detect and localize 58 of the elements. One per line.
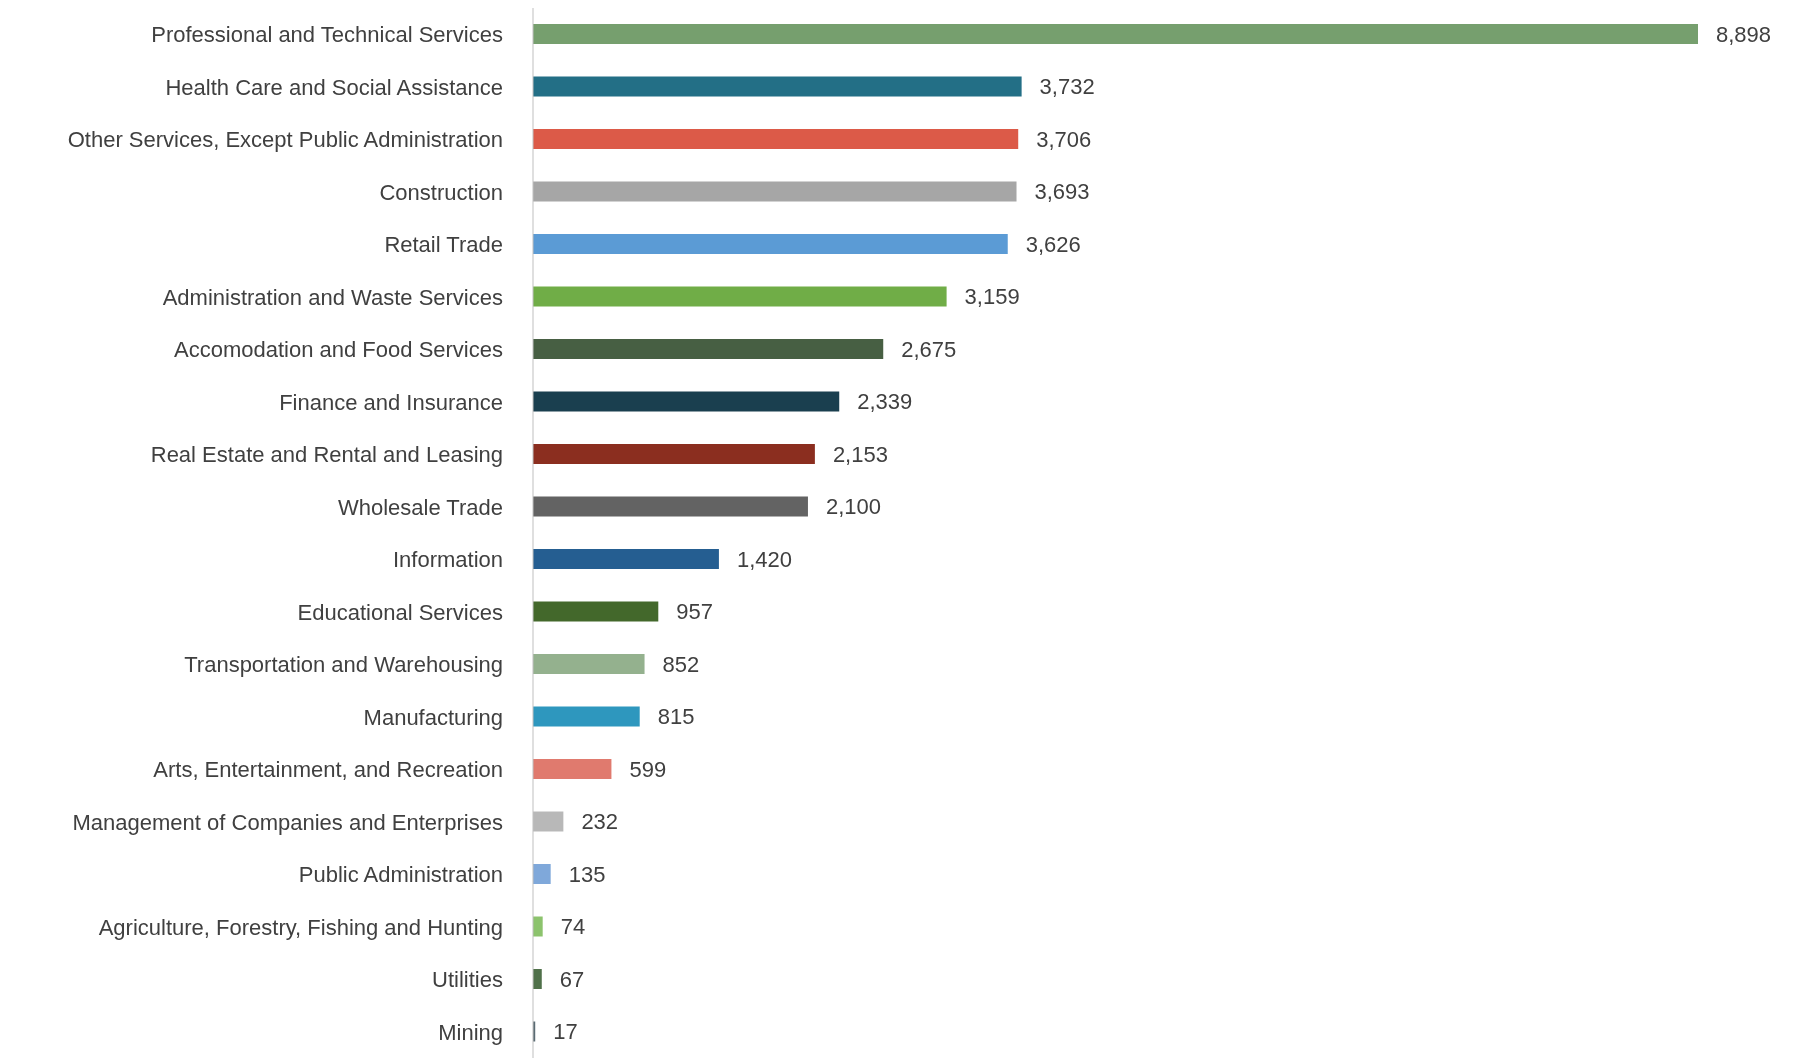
y-tick-label: Retail Trade <box>384 232 503 258</box>
data-label: 3,732 <box>1039 74 1095 100</box>
data-label: 3,706 <box>1036 126 1092 152</box>
bar <box>533 129 1019 149</box>
bar <box>533 706 640 727</box>
data-label: 3,693 <box>1034 179 1090 205</box>
bar <box>533 549 719 569</box>
bar <box>533 496 808 517</box>
bar <box>533 916 543 937</box>
bar <box>533 286 947 307</box>
bar <box>533 181 1017 202</box>
y-tick-label: Management of Companies and Enterprises <box>72 809 503 835</box>
bar <box>533 601 659 622</box>
data-label: 74 <box>560 914 586 940</box>
y-tick-label: Health Care and Social Assistance <box>165 74 503 100</box>
data-label: 2,339 <box>857 389 913 415</box>
data-label: 2,153 <box>832 441 888 467</box>
y-tick-label: Real Estate and Rental and Leasing <box>150 442 503 468</box>
y-tick-label: Finance and Insurance <box>279 389 503 415</box>
y-tick-label: Manufacturing <box>363 704 503 730</box>
y-tick-label: Transportation and Warehousing <box>184 652 503 678</box>
bar <box>533 864 551 884</box>
bar <box>533 759 612 779</box>
data-label: 2,100 <box>825 494 882 520</box>
data-label: 815 <box>657 704 695 730</box>
y-tick-label: Accomodation and Food Services <box>174 337 503 363</box>
y-tick-label: Wholesale Trade <box>337 494 503 520</box>
bar <box>533 444 815 464</box>
y-tick-label: Public Administration <box>298 862 503 888</box>
bar <box>533 391 840 412</box>
data-label: 3,626 <box>1025 231 1081 257</box>
data-label: 852 <box>662 651 700 677</box>
bar <box>533 234 1008 254</box>
data-label: 3,159 <box>964 284 1020 310</box>
data-label: 135 <box>568 861 606 887</box>
y-tick-label: Educational Services <box>297 599 503 625</box>
data-label: 1,420 <box>736 546 792 572</box>
y-tick-label: Agriculture, Forestry, Fishing and Hunting <box>98 914 503 940</box>
y-tick-label: Administration and Waste Services <box>162 284 503 310</box>
bar <box>533 24 1698 44</box>
y-tick-label: Arts, Entertainment, and Recreation <box>153 757 503 783</box>
bar <box>533 76 1022 97</box>
data-label: 8,898 <box>1716 21 1772 47</box>
y-tick-label: Professional and Technical Services <box>151 22 503 48</box>
y-tick-label: Other Services, Except Public Administration <box>67 127 503 153</box>
y-tick-label: Construction <box>379 179 503 205</box>
data-label: 232 <box>581 809 619 835</box>
y-tick-label: Mining <box>438 1019 503 1045</box>
data-label: 17 <box>553 1019 578 1045</box>
y-tick-label: Information <box>392 547 503 573</box>
data-label: 957 <box>676 599 714 625</box>
y-tick-label: Utilities <box>432 967 503 993</box>
data-label: 2,675 <box>901 336 957 362</box>
bar <box>533 339 884 359</box>
bar <box>533 969 542 989</box>
bar <box>533 654 645 674</box>
data-label: 67 <box>559 966 585 992</box>
data-label: 599 <box>629 756 667 782</box>
